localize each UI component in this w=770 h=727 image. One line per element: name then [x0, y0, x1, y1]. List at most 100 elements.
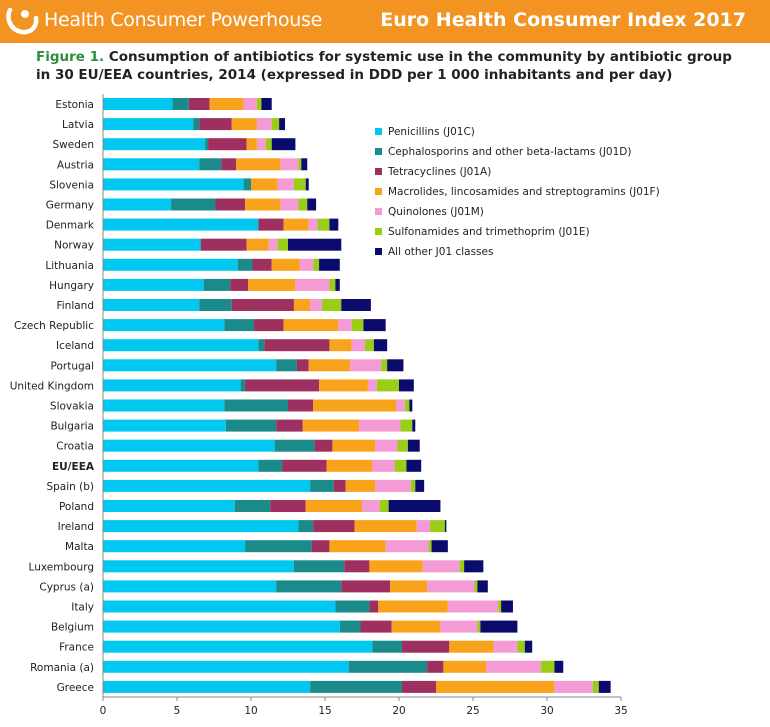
bar-malta-penicillins-j01c [103, 540, 246, 553]
bar-italy-all-other-j01-classes [501, 600, 513, 613]
bar-germany-all-other-j01-classes [307, 198, 317, 211]
category-label-france: France [59, 642, 94, 654]
bar-slovakia-sulfonamides-and-trimethoprim-j01e [404, 399, 410, 412]
bar-iceland-quinolones-j01m [351, 339, 365, 352]
bar-spain-b-quinolones-j01m [375, 479, 411, 492]
legend-item-all-other-j01-classes: All other J01 classes [375, 242, 660, 262]
category-label-croatia: Croatia [56, 441, 94, 453]
bar-denmark-macrolides-lincosamides-and-streptogramins-j01f [283, 218, 309, 231]
bar-czech-republic-cephalosporins-and-other-beta-lactams-j01d [224, 319, 254, 332]
bar-luxembourg-macrolides-lincosamides-and-streptogramins-j01f [369, 560, 423, 573]
bar-ireland-cephalosporins-and-other-beta-lactams-j01d [298, 520, 314, 533]
bar-estonia-tetracyclines-j01a [188, 98, 210, 110]
bar-hungary-penicillins-j01c [103, 278, 204, 291]
bar-romania-a-all-other-j01-classes [554, 660, 564, 673]
bar-germany-tetracyclines-j01a [215, 198, 246, 211]
bar-czech-republic-sulfonamides-and-trimethoprim-j01e [351, 319, 364, 332]
category-label-latvia: Latvia [62, 119, 94, 131]
bar-france-penicillins-j01c [103, 640, 373, 653]
bar-belgium-quinolones-j01m [440, 620, 478, 633]
bar-latvia-sulfonamides-and-trimethoprim-j01e [271, 118, 280, 131]
category-label-norway: Norway [54, 240, 94, 252]
legend-swatch [375, 248, 382, 255]
legend-item-cephalosporins-and-other-beta-lactams-j01d: Cephalosporins and other beta-lactams (J… [375, 142, 660, 162]
bar-france-quinolones-j01m [493, 640, 518, 653]
bar-norway-all-other-j01-classes [288, 238, 342, 251]
bar-romania-a-tetracyclines-j01a [427, 660, 444, 673]
bar-austria-sulfonamides-and-trimethoprim-j01e [298, 158, 302, 171]
category-label-malta: Malta [65, 541, 94, 553]
bar-slovakia-cephalosporins-and-other-beta-lactams-j01d [224, 399, 288, 412]
bar-poland-sulfonamides-and-trimethoprim-j01e [379, 500, 389, 512]
bar-estonia-sulfonamides-and-trimethoprim-j01e [256, 98, 262, 110]
bar-norway-sulfonamides-and-trimethoprim-j01e [277, 238, 288, 251]
x-tick-label-15: 15 [318, 705, 331, 717]
bar-lithuania-tetracyclines-j01a [252, 258, 272, 271]
category-label-iceland: Iceland [56, 340, 94, 352]
bar-luxembourg-cephalosporins-and-other-beta-lactams-j01d [293, 560, 345, 573]
bar-croatia-sulfonamides-and-trimethoprim-j01e [397, 439, 408, 452]
bar-united-kingdom-sulfonamides-and-trimethoprim-j01e [376, 379, 399, 392]
bar-poland-penicillins-j01c [103, 500, 235, 512]
category-label-ireland: Ireland [58, 521, 94, 533]
bar-italy-quinolones-j01m [447, 600, 499, 613]
bar-denmark-tetracyclines-j01a [258, 218, 284, 231]
x-tick-label-30: 30 [540, 705, 553, 717]
bar-luxembourg-quinolones-j01m [422, 560, 460, 573]
bar-hungary-quinolones-j01m [295, 278, 330, 291]
bar-norway-macrolides-lincosamides-and-streptogramins-j01f [246, 238, 269, 251]
bar-france-all-other-j01-classes [524, 640, 533, 653]
bar-latvia-tetracyclines-j01a [199, 118, 232, 131]
bar-cyprus-a-cephalosporins-and-other-beta-lactams-j01d [276, 580, 342, 593]
legend-swatch [375, 148, 382, 155]
hcp-swirl-icon [6, 7, 39, 35]
bar-bulgaria-macrolides-lincosamides-and-streptogramins-j01f [302, 419, 360, 432]
bar-bulgaria-quinolones-j01m [359, 419, 401, 432]
bar-estonia-all-other-j01-classes [261, 98, 272, 110]
category-label-spain-b: Spain (b) [46, 481, 94, 493]
legend-item-quinolones-j01m: Quinolones (J01M) [375, 202, 660, 222]
bar-cyprus-a-tetracyclines-j01a [341, 580, 391, 593]
bar-hungary-cephalosporins-and-other-beta-lactams-j01d [203, 278, 231, 291]
bar-slovakia-tetracyclines-j01a [288, 399, 314, 412]
figure-title: Figure 1. Consumption of antibiotics for… [36, 48, 736, 84]
legend-label: Sulfonamides and trimethoprim (J01E) [388, 226, 590, 238]
bar-greece-cephalosporins-and-other-beta-lactams-j01d [310, 680, 402, 693]
category-label-austria: Austria [57, 159, 94, 171]
legend-label: Quinolones (J01M) [388, 206, 484, 218]
bar-greece-penicillins-j01c [103, 680, 311, 693]
bar-slovakia-penicillins-j01c [103, 399, 225, 412]
x-tick-label-10: 10 [244, 705, 257, 717]
bar-belgium-all-other-j01-classes [480, 620, 518, 633]
bar-malta-quinolones-j01m [385, 540, 429, 553]
category-label-portugal: Portugal [51, 360, 95, 372]
bar-latvia-all-other-j01-classes [279, 118, 286, 131]
bar-greece-all-other-j01-classes [598, 680, 611, 693]
bar-greece-sulfonamides-and-trimethoprim-j01e [592, 680, 599, 693]
legend-swatch [375, 228, 382, 235]
bar-denmark-all-other-j01-classes [329, 218, 339, 231]
category-label-lithuania: Lithuania [45, 260, 94, 272]
bar-italy-penicillins-j01c [103, 600, 336, 613]
bar-luxembourg-penicillins-j01c [103, 560, 294, 573]
bar-lithuania-macrolides-lincosamides-and-streptogramins-j01f [271, 258, 300, 271]
bar-eu-eea-all-other-j01-classes [406, 459, 422, 472]
bar-united-kingdom-penicillins-j01c [103, 379, 241, 392]
bar-eu-eea-quinolones-j01m [372, 459, 395, 472]
category-label-czech-republic: Czech Republic [14, 320, 94, 332]
bar-france-sulfonamides-and-trimethoprim-j01e [517, 640, 525, 653]
bar-czech-republic-tetracyclines-j01a [253, 319, 284, 332]
bar-sweden-all-other-j01-classes [271, 138, 296, 151]
bar-france-macrolides-lincosamides-and-streptogramins-j01f [449, 640, 494, 653]
bar-malta-tetracyclines-j01a [311, 540, 330, 553]
bar-croatia-quinolones-j01m [375, 439, 398, 452]
bar-belgium-sulfonamides-and-trimethoprim-j01e [477, 620, 481, 633]
bar-ireland-all-other-j01-classes [444, 520, 447, 533]
bar-luxembourg-tetracyclines-j01a [344, 560, 370, 573]
legend-item-penicillins-j01c: Penicillins (J01C) [375, 122, 660, 142]
bar-romania-a-quinolones-j01m [486, 660, 542, 673]
bar-belgium-macrolides-lincosamides-and-streptogramins-j01f [391, 620, 441, 633]
legend-swatch [375, 168, 382, 175]
legend-swatch [375, 208, 382, 215]
bar-eu-eea-penicillins-j01c [103, 459, 259, 472]
